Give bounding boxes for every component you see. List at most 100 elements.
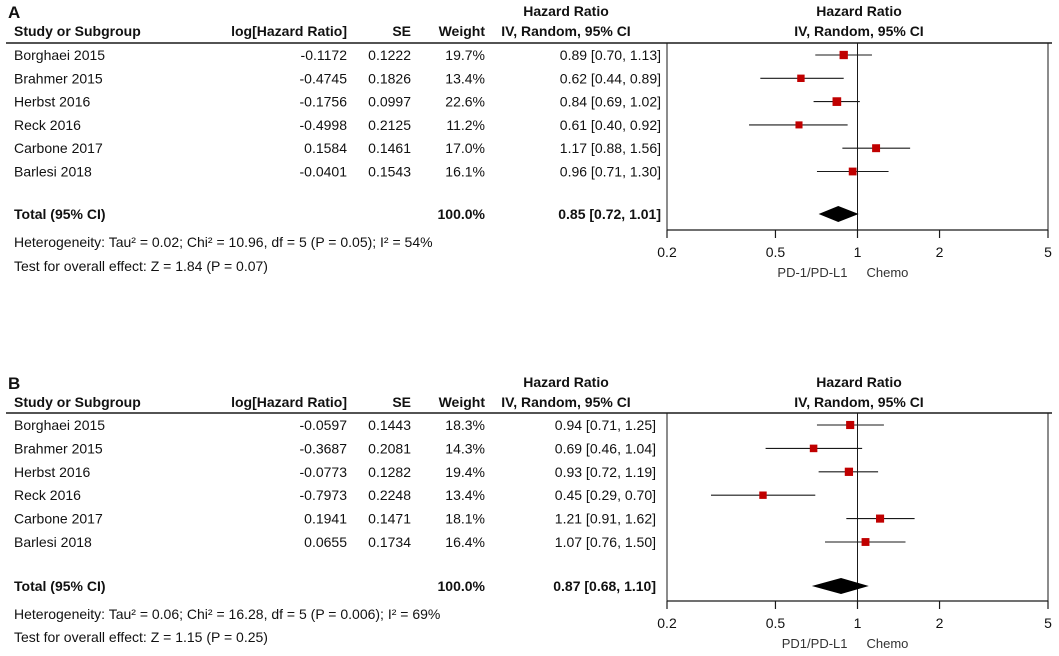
point-estimate-marker: [832, 97, 842, 106]
log-hr-column-header: log[Hazard Ratio]: [231, 23, 347, 39]
favours-left-label: PD1/PD-L1: [782, 636, 848, 651]
study-name: Reck 2016: [14, 117, 81, 133]
study-name: Carbone 2017: [14, 511, 103, 527]
total-weight: 100.0%: [438, 578, 486, 594]
se-value: 0.1461: [368, 140, 411, 156]
log-hr-value: -0.7973: [300, 487, 348, 503]
panel-label: A: [8, 3, 20, 22]
study-name: Herbst 2016: [14, 464, 90, 480]
heterogeneity-text: Heterogeneity: Tau² = 0.02; Chi² = 10.96…: [14, 234, 433, 250]
x-axis-tick-label: 0.2: [657, 615, 677, 631]
weight-value: 19.7%: [445, 47, 485, 63]
ci-value: 0.89 [0.70, 1.13]: [560, 47, 661, 63]
log-hr-value: -0.4998: [300, 117, 348, 133]
x-axis-tick-label: 1: [854, 244, 862, 260]
overall-effect-text: Test for overall effect: Z = 1.84 (P = 0…: [14, 258, 268, 274]
ci-value: 1.21 [0.91, 1.62]: [555, 511, 656, 527]
x-axis-tick-label: 2: [936, 615, 944, 631]
weight-value: 17.0%: [445, 140, 485, 156]
point-estimate-marker: [795, 121, 803, 129]
overall-effect-text: Test for overall effect: Z = 1.15 (P = 0…: [14, 629, 268, 645]
log-hr-value: -0.4745: [300, 70, 348, 86]
study-column-header: Study or Subgroup: [14, 394, 141, 410]
ci-column-header: Hazard Ratio: [523, 374, 609, 390]
point-estimate-marker: [809, 444, 818, 453]
study-column-header: Study or Subgroup: [14, 23, 141, 39]
x-axis-tick-label: 0.5: [766, 244, 786, 260]
se-value: 0.1282: [368, 464, 411, 480]
point-estimate-marker: [839, 50, 848, 60]
se-value: 0.2081: [368, 440, 411, 456]
pooled-estimate-diamond: [818, 206, 859, 222]
total-ci-value: 0.85 [0.72, 1.01]: [558, 206, 661, 222]
log-hr-value: -0.0597: [300, 417, 348, 433]
x-axis-tick-label: 5: [1044, 615, 1052, 631]
ci-value: 0.62 [0.44, 0.89]: [560, 70, 661, 86]
log-hr-value: 0.1941: [304, 511, 347, 527]
ci-column-header: Hazard Ratio: [523, 3, 609, 19]
log-hr-value: 0.0655: [304, 534, 347, 550]
total-weight: 100.0%: [438, 206, 486, 222]
study-name: Brahmer 2015: [14, 440, 103, 456]
heterogeneity-text: Heterogeneity: Tau² = 0.06; Chi² = 16.28…: [14, 606, 440, 622]
point-estimate-marker: [848, 167, 857, 176]
weight-value: 11.2%: [446, 117, 485, 133]
log-hr-value: -0.1172: [301, 47, 348, 63]
weight-value: 18.1%: [445, 511, 485, 527]
study-name: Carbone 2017: [14, 140, 103, 156]
se-value: 0.1222: [368, 47, 411, 63]
se-value: 0.2248: [368, 487, 411, 503]
ci-value: 0.45 [0.29, 0.70]: [555, 487, 656, 503]
se-value: 0.2125: [368, 117, 411, 133]
favours-right-label: Chemo: [867, 636, 909, 651]
plot-column-subheader: IV, Random, 95% CI: [794, 394, 923, 410]
study-name: Borghaei 2015: [14, 417, 105, 433]
total-label: Total (95% CI): [14, 206, 106, 222]
weight-value: 13.4%: [445, 487, 485, 503]
weight-value: 16.1%: [445, 164, 485, 180]
panel-a: A Hazard Ratio Hazard Ratio Study or Subgro…: [6, 3, 1052, 280]
study-name: Barlesi 2018: [14, 164, 92, 180]
favours-right-label: Chemo: [867, 265, 909, 280]
x-axis-tick-label: 1: [854, 615, 862, 631]
se-value: 0.1543: [368, 164, 411, 180]
ci-column-subheader: IV, Random, 95% CI: [501, 23, 630, 39]
log-hr-value: -0.3687: [300, 440, 348, 456]
favours-left-label: PD-1/PD-L1: [777, 265, 847, 280]
se-value: 0.1826: [368, 70, 411, 86]
point-estimate-marker: [876, 514, 885, 523]
x-axis-tick-label: 2: [936, 244, 944, 260]
ci-value: 0.69 [0.46, 1.04]: [555, 440, 656, 456]
study-name: Brahmer 2015: [14, 70, 103, 86]
weight-value: 19.4%: [445, 464, 485, 480]
ci-value: 1.17 [0.88, 1.56]: [560, 140, 661, 156]
ci-value: 0.96 [0.71, 1.30]: [560, 164, 661, 180]
point-estimate-marker: [861, 538, 870, 546]
weight-column-header: Weight: [439, 394, 486, 410]
se-value: 0.0997: [368, 94, 411, 110]
point-estimate-marker: [759, 491, 767, 499]
weight-value: 13.4%: [445, 70, 485, 86]
log-hr-value: -0.0401: [300, 164, 348, 180]
weight-column-header: Weight: [439, 23, 486, 39]
x-axis-tick-label: 0.2: [657, 244, 677, 260]
se-column-header: SE: [392, 394, 411, 410]
se-value: 0.1734: [368, 534, 411, 550]
point-estimate-marker: [844, 467, 854, 476]
weight-value: 16.4%: [445, 534, 485, 550]
study-name: Reck 2016: [14, 487, 81, 503]
ci-value: 1.07 [0.76, 1.50]: [555, 534, 656, 550]
x-axis-tick-label: 5: [1044, 244, 1052, 260]
ci-value: 0.94 [0.71, 1.25]: [555, 417, 656, 433]
study-name: Barlesi 2018: [14, 534, 92, 550]
panel-b: B Hazard Ratio Hazard Ratio Study or Subgro…: [6, 374, 1052, 651]
se-column-header: SE: [392, 23, 411, 39]
log-hr-value: -0.0773: [300, 464, 348, 480]
ci-column-subheader: IV, Random, 95% CI: [501, 394, 630, 410]
pooled-estimate-diamond: [811, 578, 869, 594]
ci-value: 0.61 [0.40, 0.92]: [560, 117, 661, 133]
panel-label: B: [8, 374, 20, 393]
se-value: 0.1471: [368, 511, 411, 527]
ci-value: 0.84 [0.69, 1.02]: [560, 94, 661, 110]
